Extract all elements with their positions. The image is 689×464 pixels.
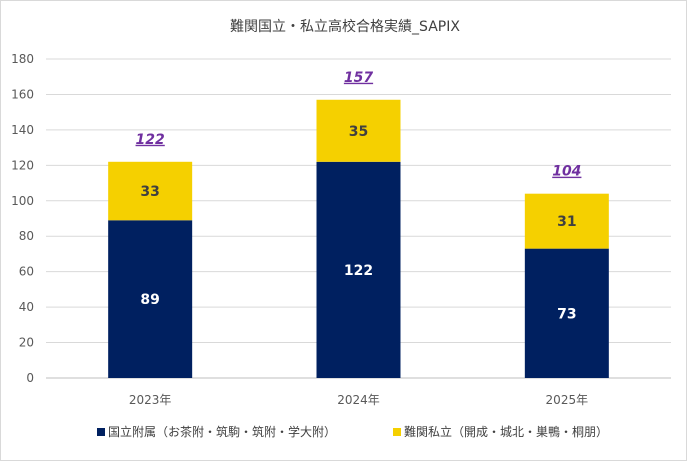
legend-swatch: [97, 428, 105, 436]
legend-label: 難関私立（開成・城北・巣鴨・桐朋）: [404, 424, 608, 439]
bar-national: [524, 248, 609, 378]
chart-title: 難関国立・私立高校合格実績_SAPIX: [230, 18, 460, 35]
data-label: 35: [349, 124, 368, 140]
legend-swatch: [393, 428, 401, 436]
total-label: 157: [344, 70, 373, 86]
x-axis: 2023年 2024年 2025年: [129, 393, 588, 407]
legend-label: 国立附属（お茶附・筑駒・筑附・学大附）: [108, 424, 336, 439]
bar-national: [108, 220, 193, 378]
total-label: 122: [136, 132, 165, 148]
total-label: 104: [552, 164, 581, 180]
y-tick-label: 40: [19, 300, 34, 314]
bar-national: [316, 161, 401, 378]
data-label: 122: [344, 263, 373, 279]
data-label: 31: [557, 214, 576, 230]
y-tick-label: 20: [19, 336, 34, 350]
data-label: 33: [140, 184, 159, 200]
bar-private: [524, 193, 609, 249]
data-label: 73: [557, 306, 576, 322]
x-tick-label: 2024年: [337, 393, 380, 407]
y-tick-label: 60: [19, 265, 34, 279]
y-tick-label: 160: [11, 87, 34, 101]
y-tick-label: 80: [19, 229, 34, 243]
bars: 89 33 122 122 35 157 73 31 104: [108, 70, 609, 378]
y-tick-label: 140: [11, 123, 34, 137]
y-tick-label: 180: [11, 52, 34, 66]
legend: 国立附属（お茶附・筑駒・筑附・学大附） 難関私立（開成・城北・巣鴨・桐朋）: [97, 424, 608, 439]
bar-private: [316, 99, 401, 162]
data-label: 89: [140, 292, 159, 308]
x-tick-label: 2023年: [129, 393, 172, 407]
bar-private: [108, 161, 193, 221]
y-tick-label: 120: [11, 158, 34, 172]
x-tick-label: 2025年: [546, 393, 589, 407]
y-axis: 0 20 40 60 80 100 120 140 160 180: [11, 52, 34, 385]
y-tick-label: 100: [11, 194, 34, 208]
y-tick-label: 0: [26, 371, 34, 385]
